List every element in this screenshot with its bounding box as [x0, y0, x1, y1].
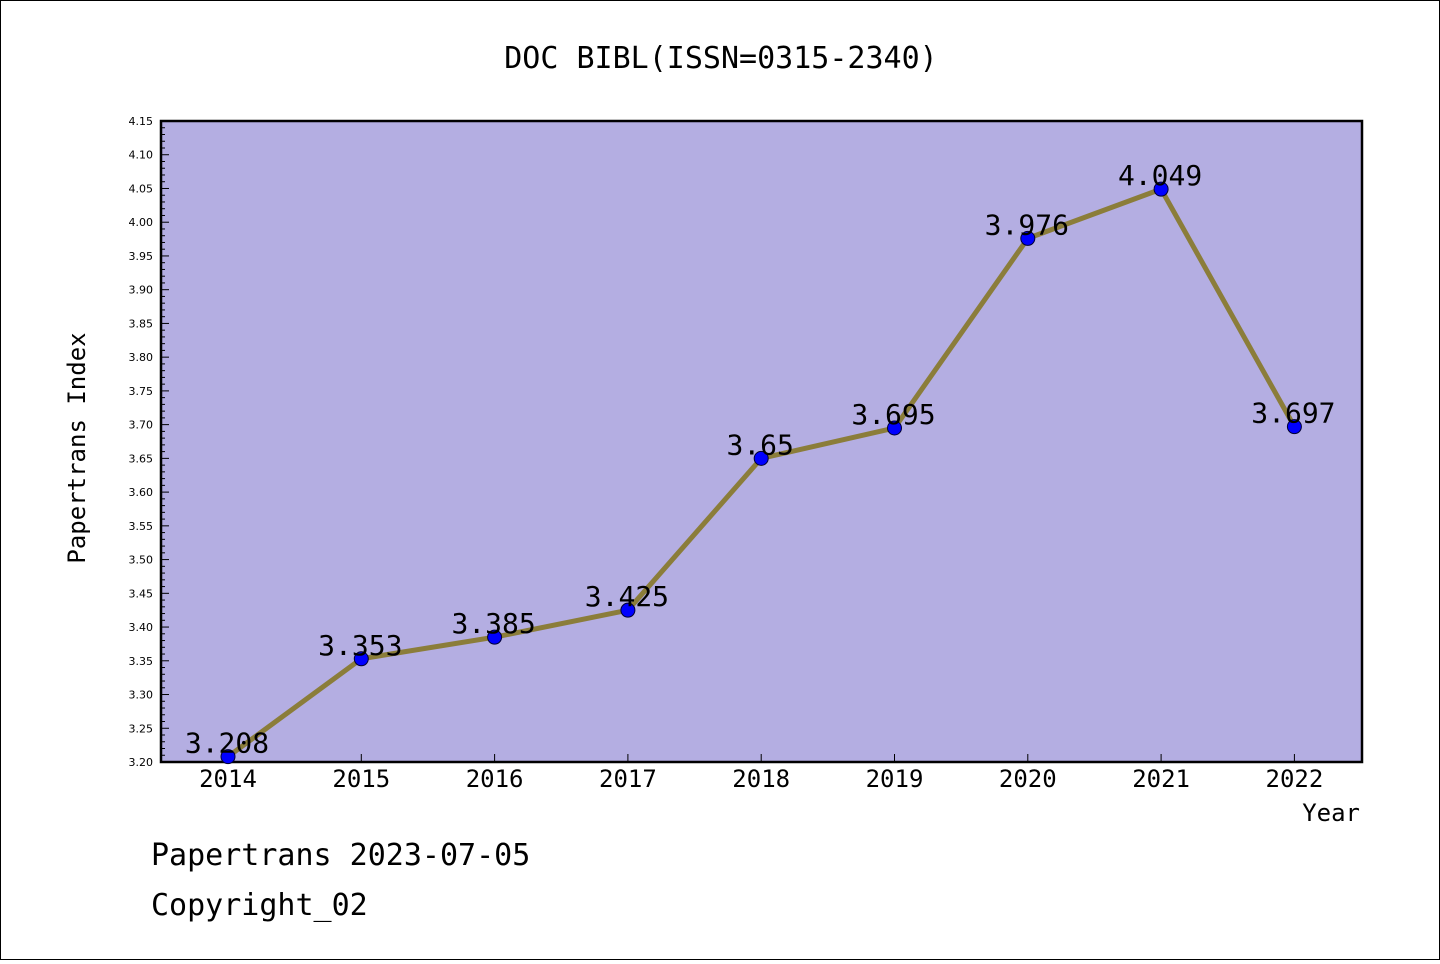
y-tick-label: 3.55 [129, 520, 154, 533]
data-point [1286, 419, 1302, 435]
data-point [620, 602, 636, 618]
y-tick-label: 3.90 [129, 284, 154, 297]
footer-date: Papertrans 2023-07-05 [151, 838, 530, 873]
x-tick-label: 2014 [199, 765, 257, 793]
data-label: 3.695 [851, 398, 935, 431]
y-axis: 3.20 3.25 3.30 3.35 3.40 3.45 3.50 3.55 3.60 3.65… [129, 115, 169, 769]
data-point [887, 420, 902, 436]
data-label: 3.353 [318, 629, 402, 662]
x-tick-label: 2016 [466, 765, 524, 793]
y-tick-label: 4.00 [129, 216, 154, 229]
chart-title: DOC BIBL(ISSN=0315-2340) [504, 41, 937, 76]
footer-copyright: Copyright_02 [151, 888, 368, 923]
y-tick-label: 3.20 [129, 756, 154, 769]
data-point [753, 450, 769, 466]
x-tick-label: 2019 [866, 765, 924, 793]
data-point [1020, 230, 1036, 246]
y-tick-label: 3.80 [129, 351, 154, 364]
x-tick-label: 2020 [999, 765, 1057, 793]
y-tick-label: 4.15 [129, 115, 154, 128]
y-tick-label: 3.65 [129, 452, 154, 465]
x-tick-label: 2021 [1132, 765, 1190, 793]
data-label: 3.697 [1251, 397, 1335, 430]
y-axis-label: Papertrans Index [63, 332, 91, 563]
x-tick-label: 2022 [1266, 765, 1324, 793]
y-tick-label: 3.30 [129, 689, 154, 702]
data-label: 3.976 [985, 208, 1069, 241]
x-tick-label: 2018 [732, 765, 790, 793]
x-tick-label: 2015 [332, 765, 390, 793]
data-points [220, 181, 1302, 765]
y-tick-label: 3.40 [129, 621, 154, 634]
data-labels: 3.208 3.353 3.385 3.425 3.65 3.695 3.976 4.049 3… [185, 159, 1336, 759]
data-label: 4.049 [1118, 159, 1202, 192]
x-axis: 2014 2015 2016 2017 2018 2019 2020 2021 2022 [199, 754, 1323, 793]
y-tick-label: 4.05 [129, 182, 154, 195]
x-axis-label: Year [1302, 799, 1360, 827]
y-tick-label: 3.35 [129, 655, 154, 668]
y-tick-label: 3.25 [129, 722, 154, 735]
data-point [1153, 181, 1169, 197]
y-tick-label: 4.10 [129, 149, 154, 162]
y-tick-label: 3.45 [129, 587, 154, 600]
data-label: 3.385 [451, 607, 535, 640]
y-tick-label: 3.60 [129, 486, 154, 499]
y-tick-label: 3.95 [129, 250, 154, 263]
y-tick-label: 3.85 [129, 317, 154, 330]
x-tick-label: 2017 [599, 765, 657, 793]
y-tick-label: 3.70 [129, 419, 154, 432]
data-point [487, 629, 503, 645]
data-label: 3.65 [726, 428, 793, 461]
data-point [353, 651, 369, 667]
data-label: 3.425 [585, 580, 669, 613]
data-label: 3.208 [185, 727, 269, 760]
data-point [220, 749, 236, 765]
y-tick-label: 3.50 [129, 554, 154, 567]
y-tick-label: 3.75 [129, 385, 154, 398]
